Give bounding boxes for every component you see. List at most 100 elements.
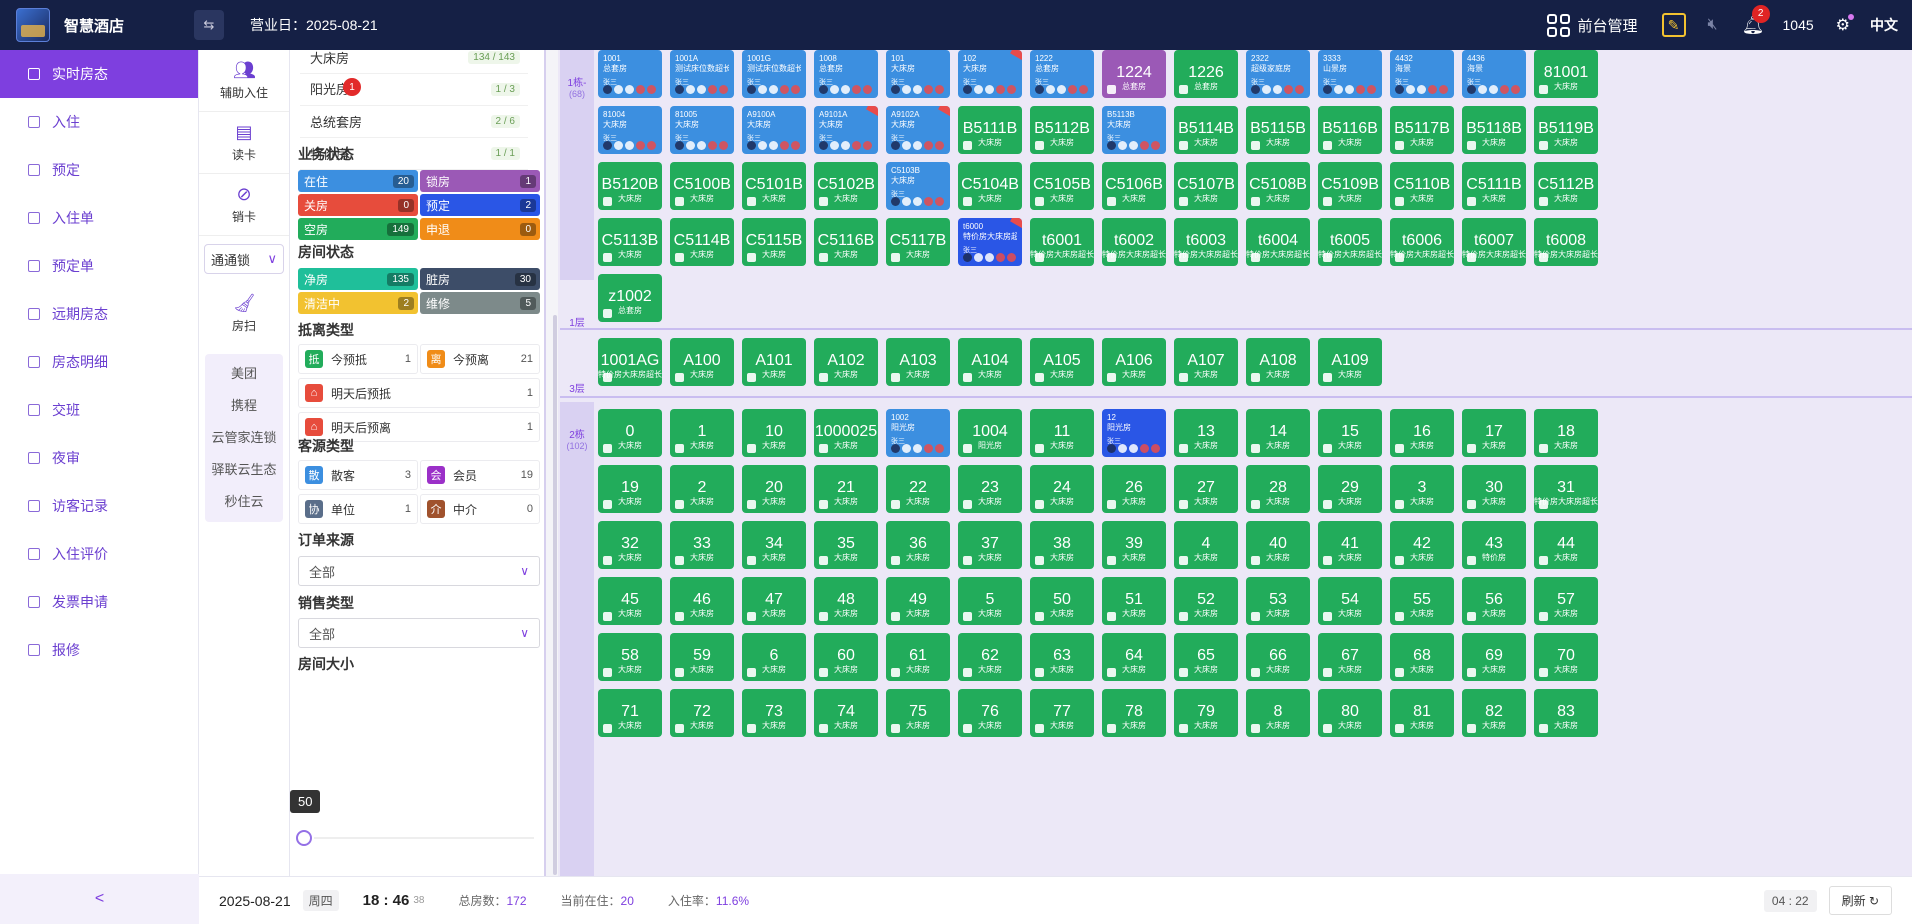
room-card[interactable]: 73 大床房 bbox=[742, 689, 806, 737]
room-card[interactable]: 1222 总套房 张三 bbox=[1030, 50, 1094, 98]
room-card[interactable]: B5115B 大床房 bbox=[1246, 106, 1310, 154]
room-card[interactable]: 33 大床房 bbox=[670, 521, 734, 569]
room-card[interactable]: 101 大床房 张三 bbox=[886, 50, 950, 98]
room-card[interactable]: 75 大床房 bbox=[886, 689, 950, 737]
source-tag[interactable]: 介中介 0 bbox=[420, 494, 540, 524]
room-card[interactable]: 32 大床房 bbox=[598, 521, 662, 569]
room-card[interactable]: 23 大床房 bbox=[958, 465, 1022, 513]
room-card[interactable]: B5111B 大床房 bbox=[958, 106, 1022, 154]
language-switch[interactable]: 中文 bbox=[1870, 17, 1898, 33]
room-card[interactable]: 82 大床房 bbox=[1462, 689, 1526, 737]
room-card[interactable]: 29 大床房 bbox=[1318, 465, 1382, 513]
room-type-row[interactable]: 大床房 134 / 143 bbox=[300, 50, 528, 74]
biz_status-chip[interactable]: 空房 149 bbox=[298, 218, 418, 240]
room-card[interactable]: 66 大床房 bbox=[1246, 633, 1310, 681]
room-card[interactable]: 2 大床房 bbox=[670, 465, 734, 513]
room-card[interactable]: B5114B 大床房 bbox=[1174, 106, 1238, 154]
room-card[interactable]: 14 大床房 bbox=[1246, 409, 1310, 457]
room-card[interactable]: 64 大床房 bbox=[1102, 633, 1166, 681]
room-card[interactable]: 49 大床房 bbox=[886, 577, 950, 625]
arrival-tag[interactable]: 抵今预抵 1 bbox=[298, 344, 418, 374]
menu-toggle-icon[interactable]: ⇆ bbox=[194, 10, 224, 40]
room-card[interactable]: 58 大床房 bbox=[598, 633, 662, 681]
room-card[interactable]: 22 大床房 bbox=[886, 465, 950, 513]
room-card[interactable]: 1226 总套房 bbox=[1174, 50, 1238, 98]
ota-meituan[interactable]: 美团 bbox=[230, 366, 257, 381]
room-card[interactable]: 16 大床房 bbox=[1390, 409, 1454, 457]
room-card[interactable]: C5104B 大床房 bbox=[958, 162, 1022, 210]
room-card[interactable]: 67 大床房 bbox=[1318, 633, 1382, 681]
room-card[interactable]: 61 大床房 bbox=[886, 633, 950, 681]
room-card[interactable]: 72 大床房 bbox=[670, 689, 734, 737]
room-card[interactable]: 77 大床房 bbox=[1030, 689, 1094, 737]
room-card[interactable]: 56 大床房 bbox=[1462, 577, 1526, 625]
refresh-button[interactable]: 刷新 ↻ bbox=[1828, 886, 1892, 915]
user-settings-icon[interactable]: ⚙ bbox=[1835, 14, 1855, 34]
nav-item-2[interactable]: 预定 bbox=[0, 146, 198, 194]
room-card[interactable]: 79 大床房 bbox=[1174, 689, 1238, 737]
nav-item-8[interactable]: 夜审 bbox=[0, 434, 198, 482]
room-card[interactable]: 26 大床房 bbox=[1102, 465, 1166, 513]
room-card[interactable]: 4432 海景 张三 bbox=[1390, 50, 1454, 98]
room-card[interactable]: B5112B 大床房 bbox=[1030, 106, 1094, 154]
room-card[interactable]: 0 大床房 bbox=[598, 409, 662, 457]
room-card[interactable]: 55 大床房 bbox=[1390, 577, 1454, 625]
housekeeping-button[interactable]: 🧹︎ 房扫 bbox=[231, 292, 256, 333]
room-card[interactable]: C5113B 大床房 bbox=[598, 218, 662, 266]
nav-item-12[interactable]: 报修 bbox=[0, 626, 198, 674]
room-card[interactable]: 1001A测试床位数超长测张三 bbox=[670, 50, 734, 98]
room-card[interactable]: 31 特价房大床房超长 bbox=[1534, 465, 1598, 513]
room-card[interactable]: 1001G测试床位数超长测张三 bbox=[742, 50, 806, 98]
filter-scrollbar[interactable] bbox=[553, 315, 557, 875]
room-card[interactable]: C5115B 大床房 bbox=[742, 218, 806, 266]
room-card[interactable]: C5102B 大床房 bbox=[814, 162, 878, 210]
room-card[interactable]: 46 大床房 bbox=[670, 577, 734, 625]
room-card[interactable]: 4436 海景 张三 bbox=[1462, 50, 1526, 98]
room-card[interactable]: B5119B 大床房 bbox=[1534, 106, 1598, 154]
room-card[interactable]: 43 特价房 bbox=[1462, 521, 1526, 569]
room-card[interactable]: t6005 特价房大床房超长 bbox=[1318, 218, 1382, 266]
room-card[interactable]: 69 大床房 bbox=[1462, 633, 1526, 681]
room-card[interactable]: B5118B 大床房 bbox=[1462, 106, 1526, 154]
source-tag[interactable]: 会会员 19 bbox=[420, 460, 540, 490]
room-card[interactable]: A108 大床房 bbox=[1246, 338, 1310, 386]
room-card[interactable]: 45 大床房 bbox=[598, 577, 662, 625]
room-card[interactable]: 30 大床房 bbox=[1462, 465, 1526, 513]
room-card[interactable]: t6000特价房大床房超长张三 bbox=[958, 218, 1022, 266]
room-card[interactable]: C5114B 大床房 bbox=[670, 218, 734, 266]
room-card[interactable]: 53 大床房 bbox=[1246, 577, 1310, 625]
room-card[interactable]: 36 大床房 bbox=[886, 521, 950, 569]
room-card[interactable]: t6001 特价房大床房超长 bbox=[1030, 218, 1094, 266]
room_status-chip[interactable]: 清洁中 2 bbox=[298, 292, 418, 314]
room-card[interactable]: 1008 总套房 张三 bbox=[814, 50, 878, 98]
room-card[interactable]: A109 大床房 bbox=[1318, 338, 1382, 386]
room-card[interactable]: 3333 山景房 张三 bbox=[1318, 50, 1382, 98]
room-card[interactable]: 54 大床房 bbox=[1318, 577, 1382, 625]
lock-vendor-select[interactable]: 通通锁 ∨ bbox=[204, 244, 284, 274]
nav-collapse-button[interactable]: < bbox=[0, 874, 199, 924]
room-card[interactable]: 63 大床房 bbox=[1030, 633, 1094, 681]
room-card[interactable]: 1002 阳光房 张三 bbox=[886, 409, 950, 457]
room-card[interactable]: 40 大床房 bbox=[1246, 521, 1310, 569]
biz_status-chip[interactable]: 关房 0 bbox=[298, 194, 418, 216]
nav-item-9[interactable]: 访客记录 bbox=[0, 482, 198, 530]
room-card[interactable]: C5106B 大床房 bbox=[1102, 162, 1166, 210]
room-card[interactable]: A106 大床房 bbox=[1102, 338, 1166, 386]
room-card[interactable]: A103 大床房 bbox=[886, 338, 950, 386]
room-card[interactable]: C5105B 大床房 bbox=[1030, 162, 1094, 210]
room-card[interactable]: 8 大床房 bbox=[1246, 689, 1310, 737]
room-type-row[interactable]: 阳光房1 1 / 3 bbox=[300, 74, 528, 106]
room-card[interactable]: 51 大床房 bbox=[1102, 577, 1166, 625]
source-tag[interactable]: 散散客 3 bbox=[298, 460, 418, 490]
room-card[interactable]: 15 大床房 bbox=[1318, 409, 1382, 457]
room-card[interactable]: C5103B 大床房 张三 bbox=[886, 162, 950, 210]
ota-yunguanjia[interactable]: 云管家连锁 bbox=[211, 430, 277, 445]
room-card[interactable]: 81001 大床房 bbox=[1534, 50, 1598, 98]
room-card[interactable]: 1001 总套房 张三 bbox=[598, 50, 662, 98]
room-card[interactable]: B5113B 大床房 张三 bbox=[1102, 106, 1166, 154]
room-card[interactable]: A101 大床房 bbox=[742, 338, 806, 386]
source-tag[interactable]: 协单位 1 bbox=[298, 494, 418, 524]
room-card[interactable]: A9102A 大床房 张三 bbox=[886, 106, 950, 154]
room-card[interactable]: 76 大床房 bbox=[958, 689, 1022, 737]
sales-type-select[interactable]: 全部 ∨ bbox=[298, 618, 540, 648]
